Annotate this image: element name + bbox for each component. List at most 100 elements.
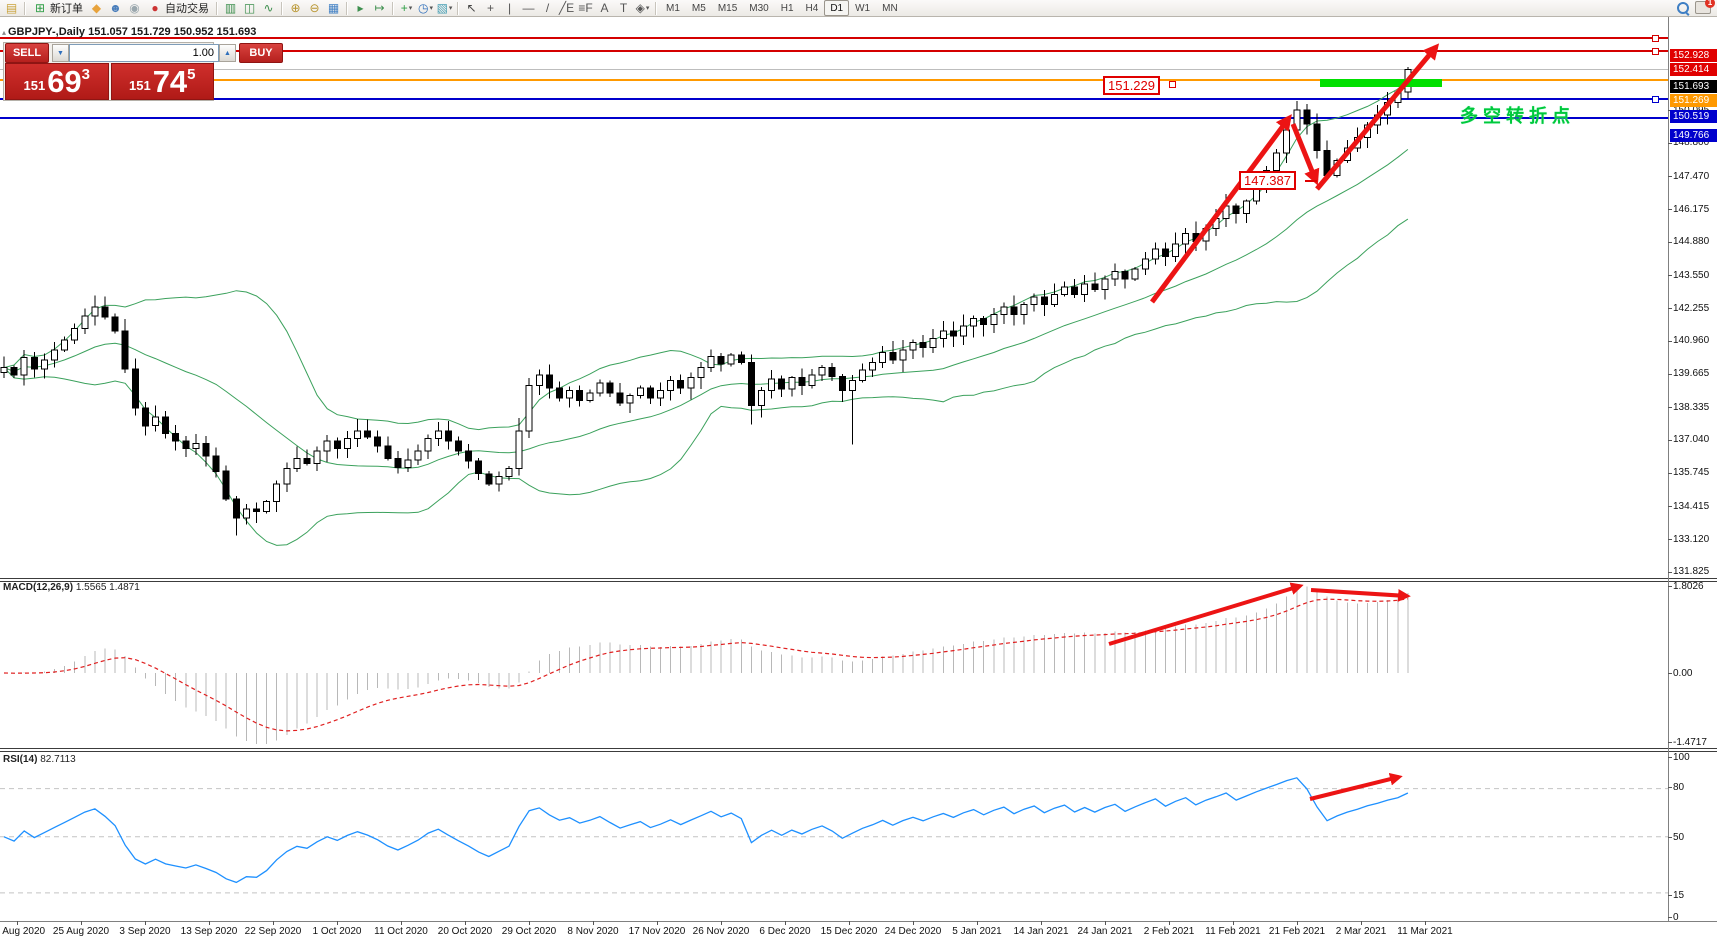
price-annotation-151229[interactable]: 151.229 bbox=[1103, 76, 1160, 95]
candle-body bbox=[1111, 271, 1119, 280]
candle-body bbox=[283, 468, 291, 485]
tile-windows-icon[interactable]: ▦ bbox=[327, 0, 340, 15]
horizontal-line-object[interactable] bbox=[0, 98, 1668, 101]
styler-icon[interactable]: ◆ bbox=[91, 0, 102, 15]
candle-body bbox=[1242, 200, 1250, 214]
price-tick-mark bbox=[1668, 176, 1672, 178]
auto-scroll-icon[interactable]: ↦ bbox=[374, 0, 385, 15]
horizontal-line-object[interactable] bbox=[0, 50, 1668, 53]
timeframe-w1[interactable]: W1 bbox=[855, 2, 871, 14]
price-badge: 151.269 bbox=[1670, 93, 1717, 107]
timeframe-d1[interactable]: D1 bbox=[824, 0, 850, 16]
search-icon[interactable] bbox=[1677, 1, 1689, 14]
timeframe-mn[interactable]: MN bbox=[882, 2, 898, 14]
community-icon[interactable]: ☻ bbox=[109, 0, 122, 15]
buy-button[interactable]: BUY bbox=[239, 43, 283, 63]
candle-body bbox=[879, 352, 887, 364]
chart-shift-icon[interactable]: ▸ bbox=[357, 0, 364, 15]
macd-pane-separator[interactable] bbox=[0, 578, 1717, 579]
candle-body bbox=[556, 387, 563, 399]
autotrading-button[interactable]: ● 自动交易 bbox=[144, 1, 213, 16]
candlestick-icon[interactable]: ◫ bbox=[243, 0, 256, 15]
periods-dropdown[interactable]: ◷ ▾ bbox=[418, 0, 433, 15]
timeframe-m1[interactable]: M1 bbox=[666, 2, 680, 14]
price-badge: 152.928 bbox=[1670, 49, 1717, 62]
text-label-icon[interactable]: T bbox=[619, 0, 628, 15]
indicator-tick-mark bbox=[1668, 917, 1672, 918]
timeframe-h1[interactable]: H1 bbox=[780, 2, 794, 14]
horizontal-line-object[interactable] bbox=[0, 69, 1668, 71]
price-tick-label: 133.120 bbox=[1673, 533, 1710, 545]
trend-arrow[interactable] bbox=[1149, 114, 1292, 304]
indicator-tick-label: 0 bbox=[1673, 911, 1679, 923]
candle-body bbox=[40, 359, 48, 370]
vertical-line-icon[interactable]: | bbox=[507, 0, 512, 15]
bull-bear-turning-point-note[interactable]: 多空转折点 bbox=[1460, 106, 1575, 126]
line-chart-icon[interactable]: ∿ bbox=[263, 0, 274, 15]
price-tick-label: 147.470 bbox=[1673, 170, 1710, 182]
price-tick-mark bbox=[1668, 142, 1672, 144]
timeframe-m15[interactable]: M15 bbox=[717, 2, 738, 14]
fibonacci-icon[interactable]: ≡F bbox=[578, 0, 593, 15]
bar-chart-icon[interactable]: ▥ bbox=[224, 0, 237, 15]
timeframe-h4[interactable]: H4 bbox=[805, 2, 819, 14]
price-tick-label: 148.800 bbox=[1673, 137, 1710, 149]
candle-body bbox=[566, 389, 574, 399]
horizontal-line-object[interactable] bbox=[0, 79, 1668, 82]
window-collapse-icon[interactable]: ▴ bbox=[2, 28, 7, 37]
crosshair-icon[interactable]: + bbox=[486, 0, 494, 15]
macd-trend-arrow[interactable] bbox=[1108, 582, 1304, 646]
rsi-trend-arrow[interactable] bbox=[1309, 772, 1403, 801]
signals-icon[interactable]: ◉ bbox=[129, 0, 140, 15]
horizontal-line-object[interactable] bbox=[0, 117, 1668, 120]
date-label: 8 Nov 2020 bbox=[567, 926, 619, 937]
text-icon[interactable]: A bbox=[600, 0, 609, 15]
timeframe-m5[interactable]: M5 bbox=[691, 2, 706, 14]
date-label: 1 Oct 2020 bbox=[312, 926, 362, 937]
zoom-out-icon[interactable]: ⊖ bbox=[309, 0, 320, 15]
sell-button[interactable]: SELL bbox=[5, 43, 49, 63]
buy-price-display[interactable]: 151 74 5 bbox=[110, 63, 214, 100]
volume-stepper[interactable]: ▼ ▲ bbox=[52, 44, 236, 62]
candle-body bbox=[1202, 228, 1210, 242]
toolbar-separator bbox=[457, 1, 459, 15]
indicator-tick-label: 15 bbox=[1673, 889, 1685, 901]
equidistant-channel-icon[interactable]: ╱E bbox=[558, 0, 575, 15]
volume-decrease-button[interactable]: ▼ bbox=[52, 44, 69, 62]
trendline-icon[interactable]: / bbox=[545, 0, 550, 15]
market-watch-icon[interactable]: ▤ bbox=[5, 0, 18, 15]
horizontal-line-object[interactable] bbox=[0, 37, 1668, 40]
arrows-dropdown[interactable]: ◈ ▾ bbox=[635, 0, 650, 15]
new-order-button[interactable]: ⊞ 新订单 bbox=[34, 0, 83, 16]
label-anchor-handle[interactable] bbox=[1169, 81, 1176, 88]
zoom-in-icon[interactable]: ⊕ bbox=[290, 0, 301, 15]
volume-increase-button[interactable]: ▲ bbox=[219, 44, 236, 62]
trend-arrow[interactable] bbox=[1290, 123, 1320, 186]
date-tick-mark bbox=[465, 921, 466, 925]
line-drag-handle[interactable] bbox=[1652, 48, 1659, 56]
price-badge: 152.414 bbox=[1670, 62, 1717, 76]
rsi-pane-separator[interactable] bbox=[0, 748, 1717, 749]
candle-body bbox=[990, 314, 998, 326]
sell-price-display[interactable]: 151 69 3 bbox=[5, 63, 109, 100]
candle-body bbox=[949, 330, 957, 337]
volume-input[interactable] bbox=[69, 44, 219, 62]
candle-body bbox=[646, 387, 654, 399]
add-indicator-dropdown[interactable]: + ▾ bbox=[400, 0, 413, 15]
horizontal-line-icon[interactable]: — bbox=[522, 0, 535, 15]
line-drag-handle[interactable] bbox=[1652, 35, 1659, 43]
cursor-icon[interactable]: ↖ bbox=[466, 0, 477, 15]
templates-dropdown[interactable]: ▧ ▾ bbox=[436, 0, 453, 15]
candle-body bbox=[121, 330, 129, 370]
price-annotation-147387[interactable]: 147.387 bbox=[1239, 171, 1296, 190]
candle-body bbox=[1020, 304, 1028, 316]
candle-body bbox=[394, 458, 402, 468]
date-label: 11 Oct 2020 bbox=[374, 926, 428, 937]
candle-body bbox=[172, 432, 180, 442]
macd-trend-arrow[interactable] bbox=[1310, 588, 1411, 602]
line-drag-handle[interactable] bbox=[1652, 96, 1659, 104]
timeframe-m30[interactable]: M30 bbox=[749, 2, 769, 14]
date-tick-mark bbox=[401, 921, 402, 925]
chat-icon[interactable]: 1 bbox=[1695, 0, 1715, 14]
